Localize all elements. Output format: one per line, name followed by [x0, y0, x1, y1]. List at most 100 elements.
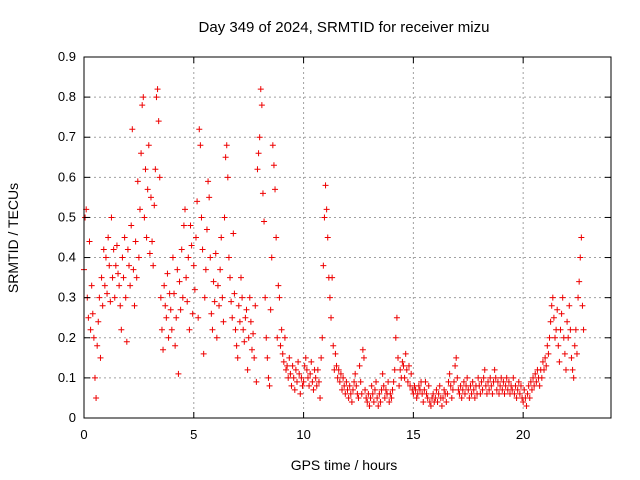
data-point: [446, 370, 453, 377]
data-point: [348, 398, 355, 405]
data-point: [308, 358, 315, 365]
data-point: [138, 150, 145, 157]
data-point: [224, 174, 231, 181]
data-point: [113, 242, 120, 249]
data-point: [516, 390, 523, 397]
data-point: [465, 386, 472, 393]
data-point: [542, 354, 549, 361]
data-point: [247, 318, 254, 325]
data-point: [381, 394, 388, 401]
data-point: [228, 298, 235, 305]
data-point: [460, 378, 467, 385]
x-tick-label: 20: [516, 427, 530, 442]
data-point: [468, 390, 475, 397]
data-point: [169, 254, 176, 261]
data-point: [387, 390, 394, 397]
data-point: [140, 94, 147, 101]
y-tick-label: 0.8: [58, 89, 76, 104]
data-point: [274, 334, 281, 341]
data-point: [337, 370, 344, 377]
data-point: [492, 374, 499, 381]
data-point: [240, 326, 247, 333]
data-point: [547, 318, 554, 325]
data-point: [364, 398, 371, 405]
data-point: [283, 366, 290, 373]
data-point: [168, 326, 175, 333]
data-point: [477, 390, 484, 397]
data-point: [326, 294, 333, 301]
data-point: [124, 246, 131, 253]
data-point: [360, 354, 367, 361]
data-point: [322, 182, 329, 189]
data-point: [292, 366, 299, 373]
data-point: [86, 238, 93, 245]
data-point: [130, 266, 137, 273]
data-point: [205, 178, 212, 185]
data-point: [347, 390, 354, 397]
data-point: [481, 366, 488, 373]
data-point: [436, 382, 443, 389]
data-point: [117, 302, 124, 309]
data-point: [134, 178, 141, 185]
x-tick-label: 5: [190, 427, 197, 442]
data-point: [404, 378, 411, 385]
data-point: [340, 374, 347, 381]
data-point: [115, 270, 122, 277]
data-point: [158, 326, 165, 333]
data-point: [105, 234, 112, 241]
data-point: [277, 342, 284, 349]
data-point: [252, 302, 259, 309]
data-point: [359, 346, 366, 353]
data-point: [102, 254, 109, 261]
data-point: [524, 390, 531, 397]
data-point: [202, 266, 209, 273]
data-point: [478, 378, 485, 385]
data-point: [335, 366, 342, 373]
data-point: [441, 386, 448, 393]
data-point: [241, 338, 248, 345]
data-point: [141, 214, 148, 221]
data-point: [499, 386, 506, 393]
data-point: [257, 86, 264, 93]
data-point: [217, 266, 224, 273]
data-point: [262, 294, 269, 301]
data-point: [265, 374, 272, 381]
data-points: [81, 86, 587, 409]
data-point: [531, 382, 538, 389]
data-point: [533, 378, 540, 385]
data-point: [196, 126, 203, 133]
data-point: [313, 382, 320, 389]
data-point: [254, 166, 261, 173]
data-point: [133, 274, 140, 281]
data-point: [545, 350, 552, 357]
data-point: [152, 166, 159, 173]
data-point: [225, 254, 232, 261]
data-point: [121, 234, 128, 241]
data-point: [408, 370, 415, 377]
data-point: [559, 294, 566, 301]
data-point: [480, 374, 487, 381]
data-point: [157, 294, 164, 301]
data-point: [314, 366, 321, 373]
data-point: [498, 374, 505, 381]
y-axis-label: SRMTID / TECUs: [5, 183, 21, 293]
data-point: [467, 382, 474, 389]
data-point: [541, 366, 548, 373]
data-point: [184, 298, 191, 305]
x-axis-label: GPS time / hours: [291, 457, 398, 473]
data-point: [345, 394, 352, 401]
data-point: [336, 378, 343, 385]
data-point: [245, 334, 252, 341]
x-tick-label: 0: [80, 427, 87, 442]
data-point: [493, 386, 500, 393]
data-point: [201, 294, 208, 301]
data-point: [212, 250, 219, 257]
data-point: [191, 286, 198, 293]
data-point: [95, 318, 102, 325]
data-point: [243, 306, 250, 313]
data-point: [413, 394, 420, 401]
data-point: [192, 234, 199, 241]
data-point: [299, 382, 306, 389]
data-point: [509, 386, 516, 393]
data-point: [85, 314, 92, 321]
